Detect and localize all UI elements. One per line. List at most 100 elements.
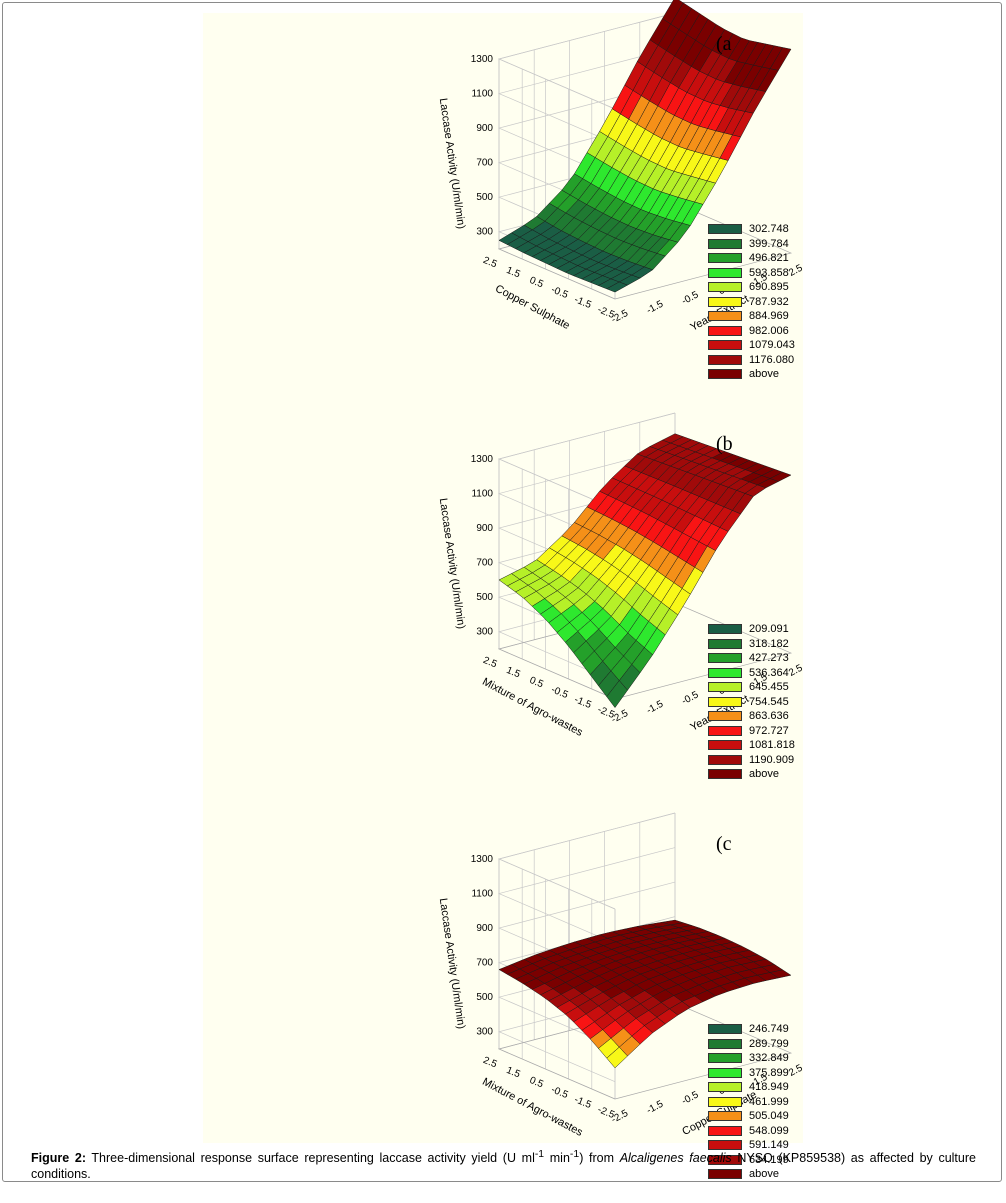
y-tick-label: 0.5 [528, 1075, 545, 1091]
z-tick-label: 500 [476, 992, 493, 1003]
legend-swatch [708, 624, 742, 635]
legend-item: 209.091 [708, 622, 803, 637]
legend-item: 418.949 [708, 1080, 803, 1095]
legend-item: 1079.043 [708, 338, 803, 353]
legend-item: above [708, 1167, 803, 1182]
legend-swatch [708, 369, 742, 380]
legend-swatch [708, 1096, 742, 1107]
surface-cell [769, 47, 792, 71]
wall-gridline [497, 812, 676, 910]
legend-label: 302.748 [749, 223, 789, 236]
legend-label: above [749, 368, 779, 381]
z-tick-label: 700 [476, 558, 493, 569]
legend-swatch [708, 253, 742, 264]
legend-item: 427.273 [708, 651, 803, 666]
x-tick-label: -0.5 [680, 689, 701, 707]
caption-organism: Alcaligenes faecalis [619, 1151, 732, 1166]
legend-a: 302.748 399.784 496.821 593.858 690.895 787.9… [708, 222, 803, 382]
legend-label: 1176.080 [749, 353, 795, 366]
legend-item: 332.849 [708, 1051, 803, 1066]
caption-text-4: NYSO (KP859538) as affected by culture c… [31, 1151, 976, 1182]
figure-caption: Figure 2: Three-dimensional response sur… [31, 1147, 976, 1182]
z-tick-label: 700 [476, 958, 493, 969]
legend-label: 645.455 [749, 681, 789, 694]
legend-swatch [708, 711, 742, 722]
x-tick-label: -1.5 [645, 298, 666, 316]
caption-label: Figure 2: [31, 1151, 86, 1166]
legend-item: 634.199 [708, 1153, 803, 1168]
z-axis-title: Laccase Activity (U/ml/min) [437, 497, 467, 629]
legend-swatch [708, 1140, 742, 1151]
legend-item: 972.727 [708, 724, 803, 739]
y-tick-label: 0.5 [528, 275, 545, 291]
legend-item: 289.799 [708, 1037, 803, 1052]
y-tick-label: -0.5 [549, 1084, 570, 1101]
legend-swatch [708, 1082, 742, 1093]
legend-swatch [708, 311, 742, 322]
legend-item: 982.006 [708, 324, 803, 339]
caption-sup-1: -1 [534, 1149, 545, 1160]
surface-plot-b: 30050070090011001300-2.5-1.5-0.50.51.52.… [437, 412, 805, 739]
caption-text-1: Three-dimensional response surface repre… [85, 1151, 535, 1166]
legend-swatch [708, 740, 742, 751]
legend-item: 302.748 [708, 222, 803, 237]
z-tick-label: 900 [476, 923, 493, 934]
z-tick-label: 1100 [471, 889, 493, 900]
legend-item: 375.899 [708, 1066, 803, 1081]
y-tick-label: -1.5 [573, 1094, 594, 1111]
legend-swatch [708, 725, 742, 736]
panel-c: 30050070090011001300-2.5-1.5-0.50.51.52.… [203, 812, 805, 1203]
legend-item: above [708, 767, 803, 782]
legend-swatch [708, 238, 742, 249]
z-tick-label: 1300 [471, 854, 494, 865]
panel-label-b: (b [716, 433, 733, 455]
x-tick-label: -0.5 [680, 289, 701, 307]
z-tick-label: 1300 [471, 54, 494, 65]
legend-item: 690.895 [708, 280, 803, 295]
panel-label-a: (a [716, 33, 732, 55]
panel-label-c: (c [716, 833, 732, 855]
legend-label: 209.091 [749, 623, 789, 636]
z-tick-label: 300 [476, 227, 493, 238]
legend-label: 375.899 [749, 1066, 789, 1079]
x-tick-label: -0.5 [680, 1089, 701, 1107]
legend-swatch [708, 682, 742, 693]
legend-item: 548.099 [708, 1124, 803, 1139]
legend-swatch [708, 638, 742, 649]
legend-label: 548.099 [749, 1124, 789, 1137]
y-tick-label: 0.5 [528, 675, 545, 691]
legend-label: 863.636 [749, 710, 789, 723]
legend-label: 1081.818 [749, 739, 795, 752]
legend-item: 536.364 [708, 666, 803, 681]
z-axis-title: Laccase Activity (U/ml/min) [437, 97, 467, 229]
legend-label: 496.821 [749, 252, 789, 265]
y-tick-label: -1.5 [573, 294, 594, 311]
caption-sup-2: -1 [569, 1149, 580, 1160]
legend-swatch [708, 325, 742, 336]
legend-label: 318.182 [749, 637, 789, 650]
legend-swatch [708, 1169, 742, 1180]
caption-text-2: min [544, 1151, 570, 1166]
y-tick-label: 2.5 [481, 1055, 498, 1071]
z-tick-label: 700 [476, 158, 493, 169]
legend-label: 246.749 [749, 1023, 789, 1036]
legend-swatch [708, 296, 742, 307]
legend-label: 1079.043 [749, 339, 795, 352]
legend-label: 972.727 [749, 724, 789, 737]
z-axis-title: Laccase Activity (U/ml/min) [437, 897, 467, 1029]
y-tick-label: 1.5 [505, 265, 522, 281]
legend-label: 591.149 [749, 1139, 789, 1152]
z-tick-label: 1100 [471, 489, 493, 500]
surface-plot-c: 30050070090011001300-2.5-1.5-0.50.51.52.… [437, 812, 805, 1139]
legend-swatch [708, 354, 742, 365]
legend-label: 399.784 [749, 237, 789, 250]
legend-label: 982.006 [749, 324, 789, 337]
legend-label: 289.799 [749, 1037, 789, 1050]
legend-item: 863.636 [708, 709, 803, 724]
legend-label: 505.049 [749, 1110, 789, 1123]
panel-a: 30050070090011001300-2.5-1.5-0.50.51.52.… [203, 0, 805, 403]
legend-swatch [708, 653, 742, 664]
legend-item: 246.749 [708, 1022, 803, 1037]
legend-swatch [708, 754, 742, 765]
legend-label: 332.849 [749, 1052, 789, 1065]
